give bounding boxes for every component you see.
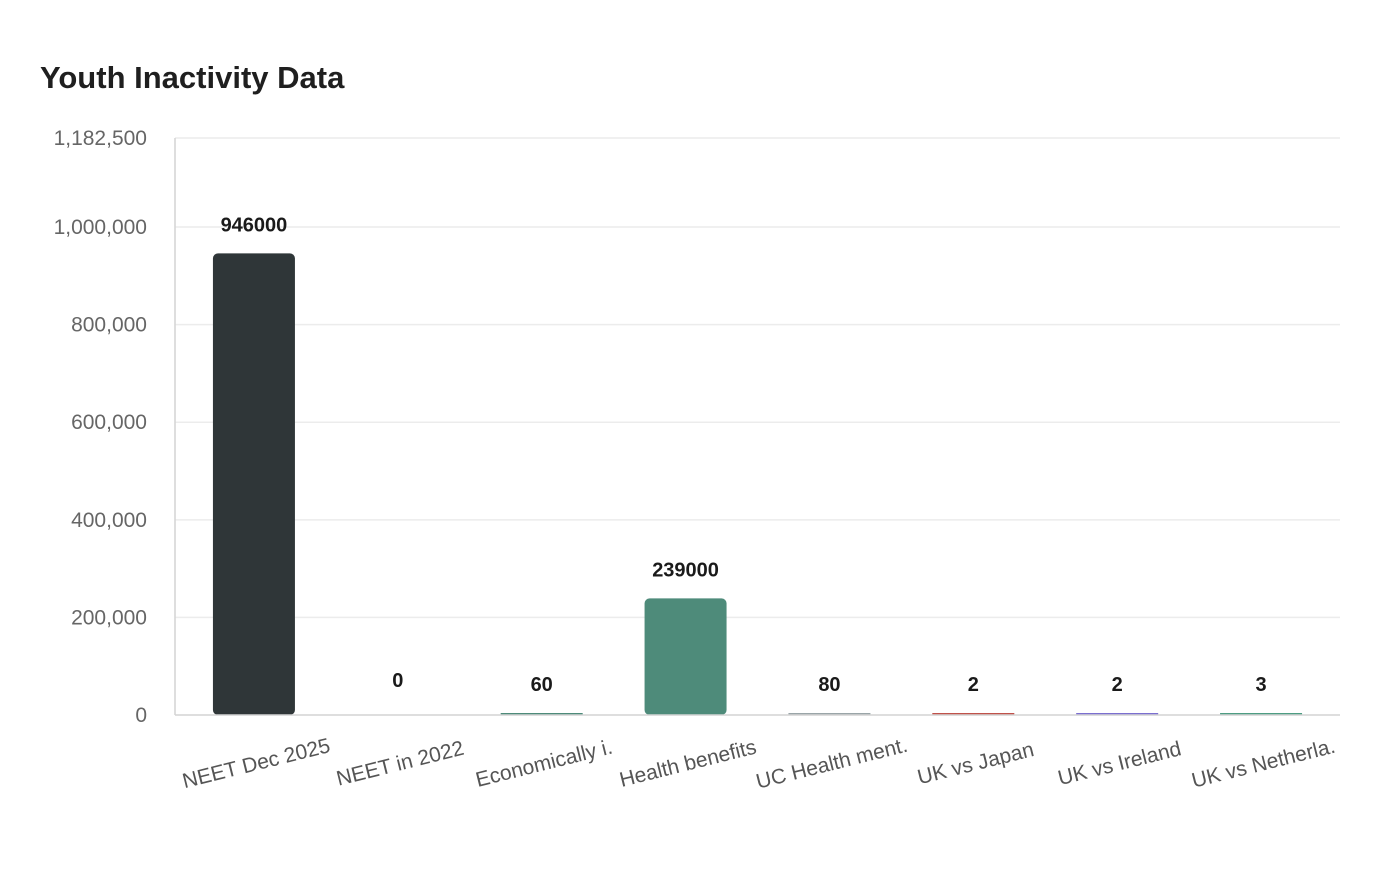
chart-title: Youth Inactivity Data bbox=[40, 60, 345, 95]
y-tick-label: 0 bbox=[135, 704, 147, 727]
x-tick-label: UC Health ment. bbox=[754, 734, 910, 794]
y-tick-label: 1,000,000 bbox=[54, 216, 147, 239]
bar bbox=[788, 713, 871, 715]
x-tick-label: NEET Dec 2025 bbox=[180, 734, 332, 793]
y-tick-label: 200,000 bbox=[71, 606, 147, 629]
y-tick-label: 400,000 bbox=[71, 509, 147, 532]
data-label: 2 bbox=[1112, 674, 1123, 696]
bar bbox=[212, 253, 295, 715]
x-axis-categories: NEET Dec 2025 NEET in 2022 Economically i.… bbox=[180, 734, 1337, 794]
bar bbox=[932, 713, 1015, 715]
y-tick-label: 600,000 bbox=[71, 411, 147, 434]
bar bbox=[644, 598, 727, 715]
grid-lines bbox=[175, 137, 1340, 619]
x-tick-label: Economically i. bbox=[473, 736, 614, 792]
y-tick-label: 800,000 bbox=[71, 314, 147, 337]
data-label: 239000 bbox=[652, 559, 719, 581]
bar bbox=[1076, 713, 1159, 715]
x-tick-label: Health benefits bbox=[617, 736, 758, 792]
data-label: 80 bbox=[818, 674, 840, 696]
x-tick-label: UK vs Ireland bbox=[1056, 737, 1184, 790]
y-tick-label: 1,182,500 bbox=[54, 127, 147, 150]
y-axis-ticks: 0 200,000 400,000 600,000 800,000 1,000,000 1,… bbox=[54, 127, 147, 727]
data-label: 0 bbox=[392, 670, 403, 692]
x-tick-label: UK vs Japan bbox=[915, 738, 1036, 789]
bars bbox=[212, 253, 1303, 715]
x-tick-label: UK vs Netherla. bbox=[1189, 735, 1337, 793]
x-tick-label: NEET in 2022 bbox=[334, 737, 466, 791]
data-label: 60 bbox=[531, 674, 553, 696]
data-label: 946000 bbox=[221, 214, 288, 236]
bar bbox=[500, 713, 583, 715]
data-label: 2 bbox=[968, 674, 979, 696]
data-label: 3 bbox=[1256, 674, 1267, 696]
bar bbox=[1220, 713, 1303, 715]
data-labels: 946000 0 60 239000 80 2 2 3 bbox=[221, 214, 1267, 696]
